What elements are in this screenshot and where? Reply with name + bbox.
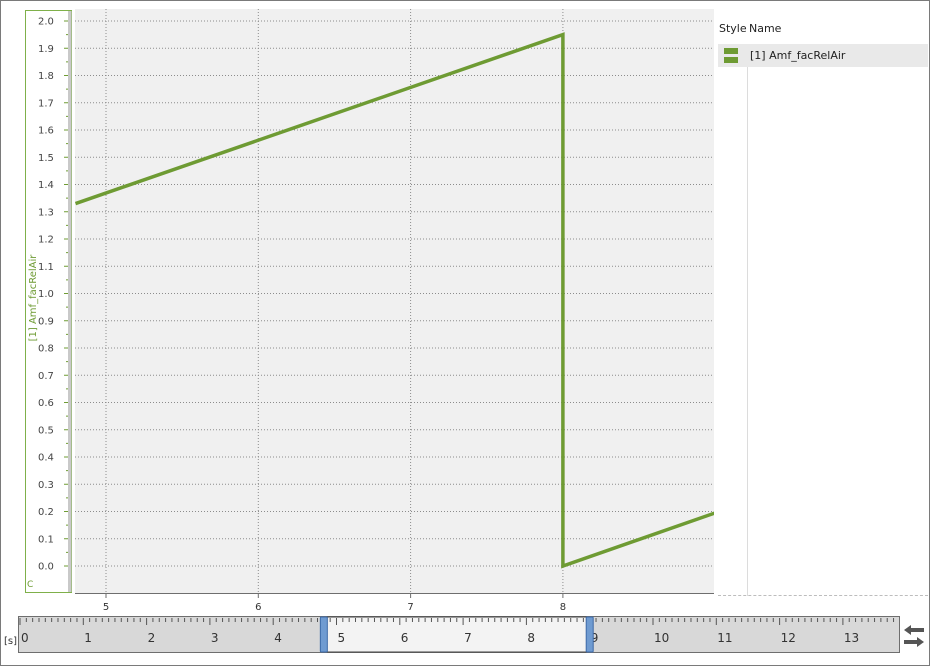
timeline-tick-label: 0 [21, 631, 29, 645]
timeline-tick-label: 11 [717, 631, 732, 645]
y-tick-label: 0.5 [38, 425, 54, 436]
timeline-unit-label: [s] [4, 636, 18, 647]
timeline-tick-label: 1 [84, 631, 92, 645]
swap-arrows-icon[interactable] [902, 624, 926, 648]
line-style-swatch-icon[interactable] [724, 48, 738, 63]
y-tick-label: 1.6 [38, 126, 54, 137]
timeline-tick-label: 13 [844, 631, 859, 645]
y-tick-label: 0.7 [38, 371, 54, 382]
x-tick-label: 5 [103, 602, 109, 613]
timeline-window-handle[interactable] [319, 616, 328, 653]
plot-background [75, 9, 714, 593]
y-tick-label: 1.0 [38, 289, 54, 300]
timeline-tick-label: 5 [338, 631, 346, 645]
y-tick-label: 1.5 [38, 153, 54, 164]
timeline-tick-label: 8 [527, 631, 535, 645]
y-axis-scrollbar[interactable] [68, 11, 72, 592]
timeline-tick-label: 6 [401, 631, 409, 645]
x-tick-label: 8 [560, 602, 566, 613]
timeline-tick-label: 12 [781, 631, 796, 645]
y-tick-label: 0.1 [38, 534, 54, 545]
y-axis-label: [1] Amf_facRelAir [28, 254, 39, 342]
y-tick-label: 0.8 [38, 344, 54, 355]
y-tick-label: 0.2 [38, 507, 54, 518]
x-tick-label: 7 [407, 602, 413, 613]
timeline-tick-label: 4 [274, 631, 282, 645]
y-tick-label: 0.6 [38, 398, 54, 409]
y-tick-label: 1.2 [38, 235, 54, 246]
timeline-tick-label: 2 [148, 631, 156, 645]
y-tick-label: 1.9 [38, 44, 54, 55]
y-tick-label: 1.8 [38, 71, 54, 82]
y-tick-label: 0.4 [38, 453, 54, 464]
y-tick-label: 1.4 [38, 180, 54, 191]
legend-bottom-divider [718, 595, 928, 596]
y-tick-label: 1.1 [38, 262, 54, 273]
legend-item-label: [1] Amf_facRelAir [750, 49, 846, 62]
timeline-tick-label: 9 [591, 631, 599, 645]
y-axis-footer: C [27, 580, 33, 590]
y-axis-panel[interactable] [25, 10, 72, 593]
y-tick-label: 0.3 [38, 480, 54, 491]
x-tick-label: 6 [255, 602, 261, 613]
timeline-tick-label: 7 [464, 631, 472, 645]
legend-style-header: Style [719, 22, 747, 35]
y-tick-label: 1.3 [38, 207, 54, 218]
y-tick-label: 0.9 [38, 316, 54, 327]
timeline-tick-label: 3 [211, 631, 219, 645]
legend-item[interactable]: [1] Amf_facRelAir [718, 44, 928, 67]
timeline-window-handle[interactable] [585, 616, 594, 653]
y-tick-label: 2.0 [38, 17, 54, 28]
y-tick-label: 1.7 [38, 98, 54, 109]
y-tick-label: 0.0 [38, 562, 54, 573]
legend-column-divider [747, 44, 748, 596]
series-line[interactable] [75, 32, 716, 569]
timeline-tick-label: 10 [654, 631, 669, 645]
timeline-window[interactable] [323, 616, 591, 653]
legend-name-header: Name [749, 22, 782, 35]
